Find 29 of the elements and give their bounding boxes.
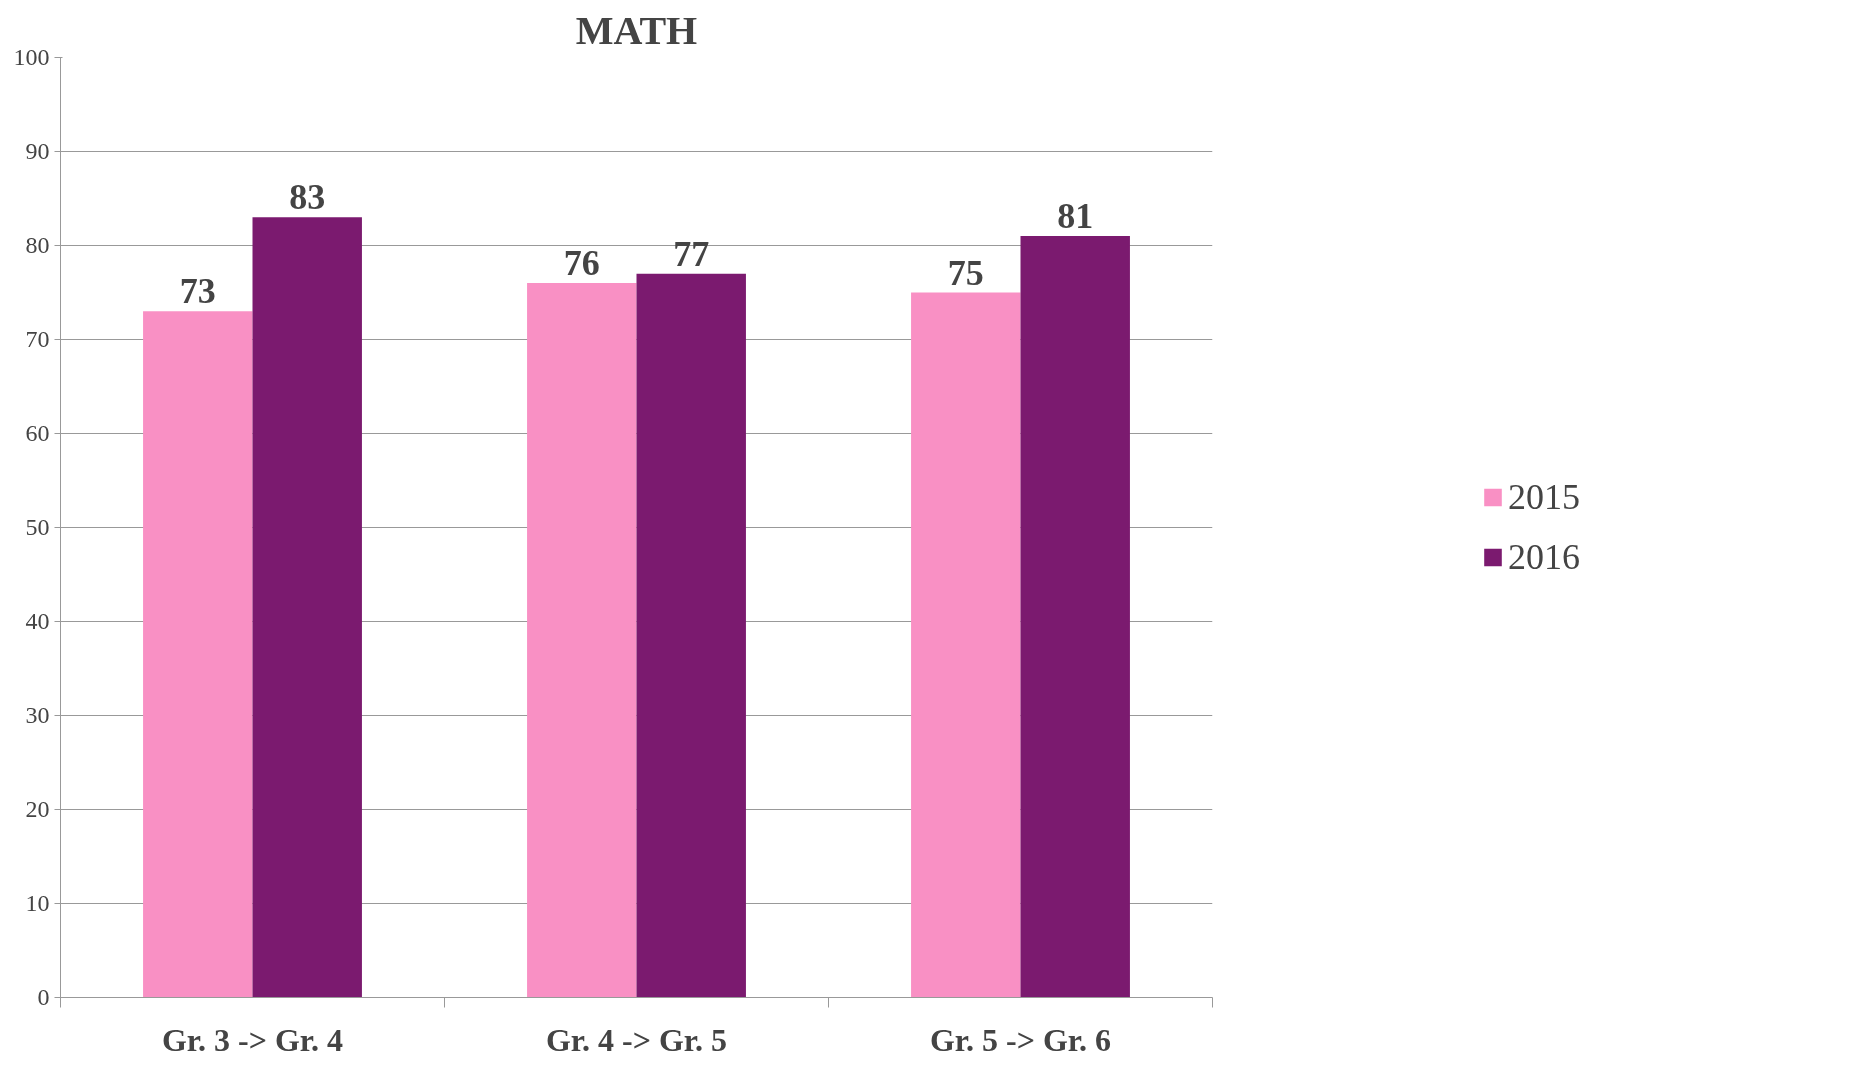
x-tick-label: Gr. 3 -> Gr. 4 xyxy=(161,1021,344,1058)
legend-label: 2015 xyxy=(1508,476,1580,518)
bar xyxy=(252,217,362,998)
y-tick-label: 60 xyxy=(25,420,50,446)
y-tick-label: 90 xyxy=(25,138,50,164)
y-tick-label: 100 xyxy=(13,44,50,70)
y-tick-label: 70 xyxy=(25,326,50,352)
x-tick-label: Gr. 5 -> Gr. 6 xyxy=(929,1021,1112,1058)
data-label: 83 xyxy=(289,177,326,218)
y-tick-label: 20 xyxy=(25,796,50,822)
data-label: 81 xyxy=(1057,196,1094,237)
legend-label: 2016 xyxy=(1508,536,1580,578)
y-tick-label: 30 xyxy=(25,702,50,728)
y-tick-label: 40 xyxy=(25,608,50,634)
bar xyxy=(143,311,253,998)
data-label: 75 xyxy=(947,252,984,293)
bar xyxy=(1020,236,1130,998)
y-tick-label: 80 xyxy=(25,232,50,258)
bar xyxy=(636,273,746,998)
data-label: 76 xyxy=(563,243,600,284)
data-label: 77 xyxy=(673,233,710,274)
x-tick-label: Gr. 4 -> Gr. 5 xyxy=(545,1021,728,1058)
y-tick-label: 0 xyxy=(37,984,50,1010)
data-label: 73 xyxy=(179,271,216,312)
y-tick-label: 50 xyxy=(25,514,50,540)
y-tick-label: 10 xyxy=(25,890,50,916)
bar xyxy=(527,283,637,998)
bar xyxy=(911,292,1021,998)
chart-title: MATH xyxy=(575,7,698,53)
